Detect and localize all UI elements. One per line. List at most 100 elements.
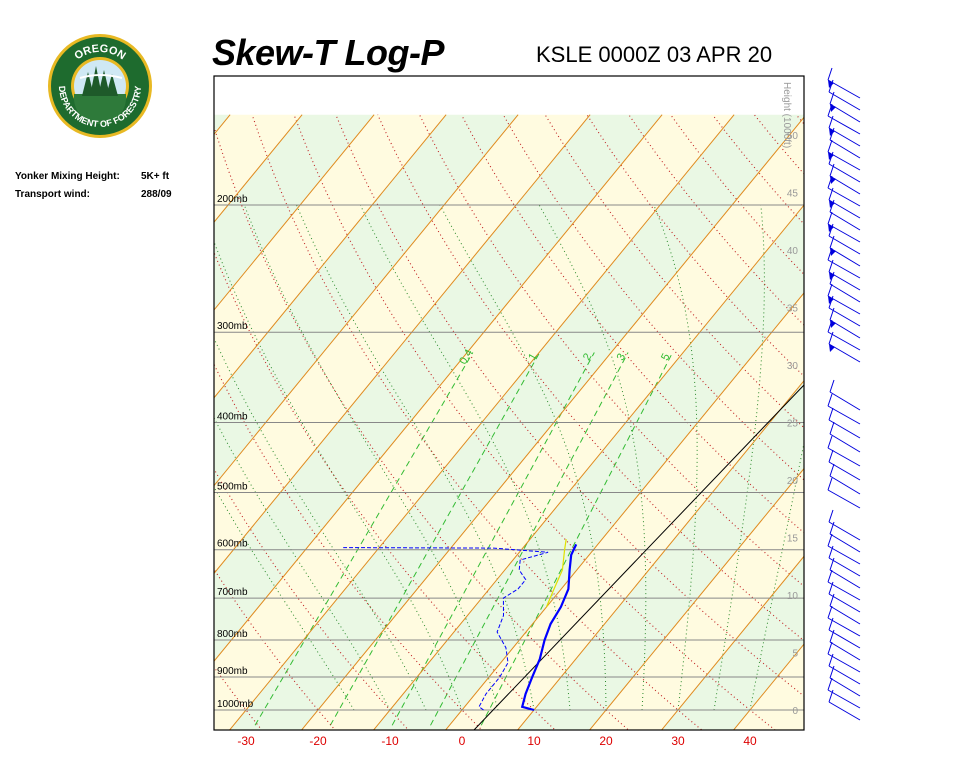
isotherm-line <box>214 114 303 223</box>
moist-adiabat-line <box>713 204 765 711</box>
wind-barb <box>828 295 861 327</box>
wind-barb <box>828 509 861 541</box>
logo-ground <box>74 94 126 124</box>
wind-barb <box>828 689 861 721</box>
wind-barb-shaft <box>827 447 861 467</box>
isotherm-line <box>228 114 735 730</box>
temperature-tick-label: 10 <box>527 734 541 748</box>
wind-barb <box>828 331 861 363</box>
sounding-profiles <box>343 539 578 712</box>
wind-barb-feather <box>828 545 834 559</box>
isotherm-line <box>0 115 158 740</box>
temperature-tick-labels: -30 -20 -10 0 10 20 30 40 <box>237 734 757 748</box>
wind-barb-flag <box>828 152 834 160</box>
wind-barb <box>828 115 861 147</box>
height-tick-label: 25 <box>787 419 799 430</box>
wind-barb-feather <box>828 187 834 201</box>
isotherm-line <box>214 114 519 487</box>
wind-barb-feather <box>827 139 833 153</box>
pressure-label: 700mb <box>217 587 248 598</box>
temperature-tick-label: 40 <box>743 734 757 748</box>
wind-barb-feather <box>828 295 834 309</box>
moist-adiabat-line <box>214 486 355 711</box>
wind-barb <box>829 271 861 303</box>
temperature-tick-label: -10 <box>381 734 399 748</box>
transport-wind-row: Transport wind: 288/09 <box>15 189 172 200</box>
wind-barb-feather <box>828 331 834 345</box>
temperature-tick-label: 20 <box>599 734 613 748</box>
pressure-label: 800mb <box>217 629 248 640</box>
wind-barb-feather <box>827 393 833 407</box>
wind-barb <box>829 421 861 453</box>
logo-seal: OREGON DEPARTMENT OF FORESTRY <box>48 34 152 138</box>
wind-barb <box>827 435 861 467</box>
wind-barb-feather <box>829 463 835 477</box>
wind-barb <box>828 259 861 291</box>
logo-top-text: OREGON <box>72 43 127 63</box>
isotherm-line <box>588 467 804 730</box>
wind-barb-shaft <box>828 701 861 721</box>
wind-barb <box>829 199 861 231</box>
wind-barb-feather <box>828 259 834 273</box>
wind-barb-feather <box>827 533 833 547</box>
pressure-label: 500mb <box>217 482 248 493</box>
isotherm-line <box>372 204 804 730</box>
wind-barb-shaft <box>829 283 861 303</box>
mixing-ratio-label: 2 <box>581 351 594 362</box>
wind-barb <box>829 557 861 589</box>
wind-barb-flag <box>829 128 835 136</box>
wind-barb-shaft <box>829 475 861 495</box>
wind-barb <box>827 283 861 315</box>
wind-barb-feather <box>827 67 833 81</box>
wind-barb-shaft <box>829 569 861 589</box>
wind-barb-feather <box>829 271 835 285</box>
wind-barb-feather <box>828 407 834 421</box>
isotherms <box>0 114 960 740</box>
dry-adiabats <box>214 114 960 740</box>
wind-barb <box>827 103 861 135</box>
moist-adiabat-line <box>439 204 607 710</box>
dry-adiabat-line <box>214 363 483 730</box>
wind-barb-feather <box>827 211 833 225</box>
wind-barb-shaft <box>828 629 861 649</box>
wind-barb-shaft <box>827 405 861 425</box>
plot-frame <box>213 75 805 731</box>
wind-barb-shaft <box>827 331 861 351</box>
wind-barb-shaft <box>827 545 861 565</box>
pressure-labels: 1000mb 900mb 800mb 700mb 600mb 500mb 400mb 300m… <box>217 194 254 710</box>
wind-barb-shaft <box>829 211 861 231</box>
wind-barb <box>827 605 861 637</box>
wind-barb-shaft <box>827 617 861 637</box>
temperature-tick-label: 0 <box>459 734 466 748</box>
wind-barb-flag <box>828 80 834 88</box>
dry-adiabat-line <box>880 115 960 740</box>
wind-barb-feather <box>829 91 835 105</box>
wind-barb-shaft <box>828 163 861 183</box>
wind-barb <box>827 569 861 601</box>
wind-barb-feather <box>828 115 834 129</box>
wind-barb-shaft <box>827 653 861 673</box>
wind-barb-feather <box>829 557 835 571</box>
wind-barb-feather <box>827 641 833 655</box>
wind-barb-shaft <box>829 677 861 697</box>
pressure-label: 200mb <box>217 194 248 205</box>
isotherm-line <box>214 114 591 575</box>
station-time-label: KSLE 0000Z 03 APR 20 <box>536 42 773 67</box>
wind-barb-feather <box>829 593 835 607</box>
mixing-ratio-label: 1 <box>526 351 539 362</box>
height-tick-label: 30 <box>787 361 799 372</box>
height-tick-label: 35 <box>787 304 799 315</box>
wind-barb-feather <box>829 421 835 435</box>
height-tick-label: 45 <box>787 189 799 200</box>
wind-barb-feather <box>827 283 833 297</box>
wind-barb-feather <box>827 605 833 619</box>
wind-barb-feather <box>829 235 835 249</box>
isotherm-line <box>869 115 960 740</box>
dry-adiabat-line <box>922 115 960 740</box>
wind-barb-feather <box>829 127 835 141</box>
wind-barb <box>829 127 861 159</box>
temperature-tick-label: -20 <box>309 734 327 748</box>
wind-barb <box>827 677 861 709</box>
